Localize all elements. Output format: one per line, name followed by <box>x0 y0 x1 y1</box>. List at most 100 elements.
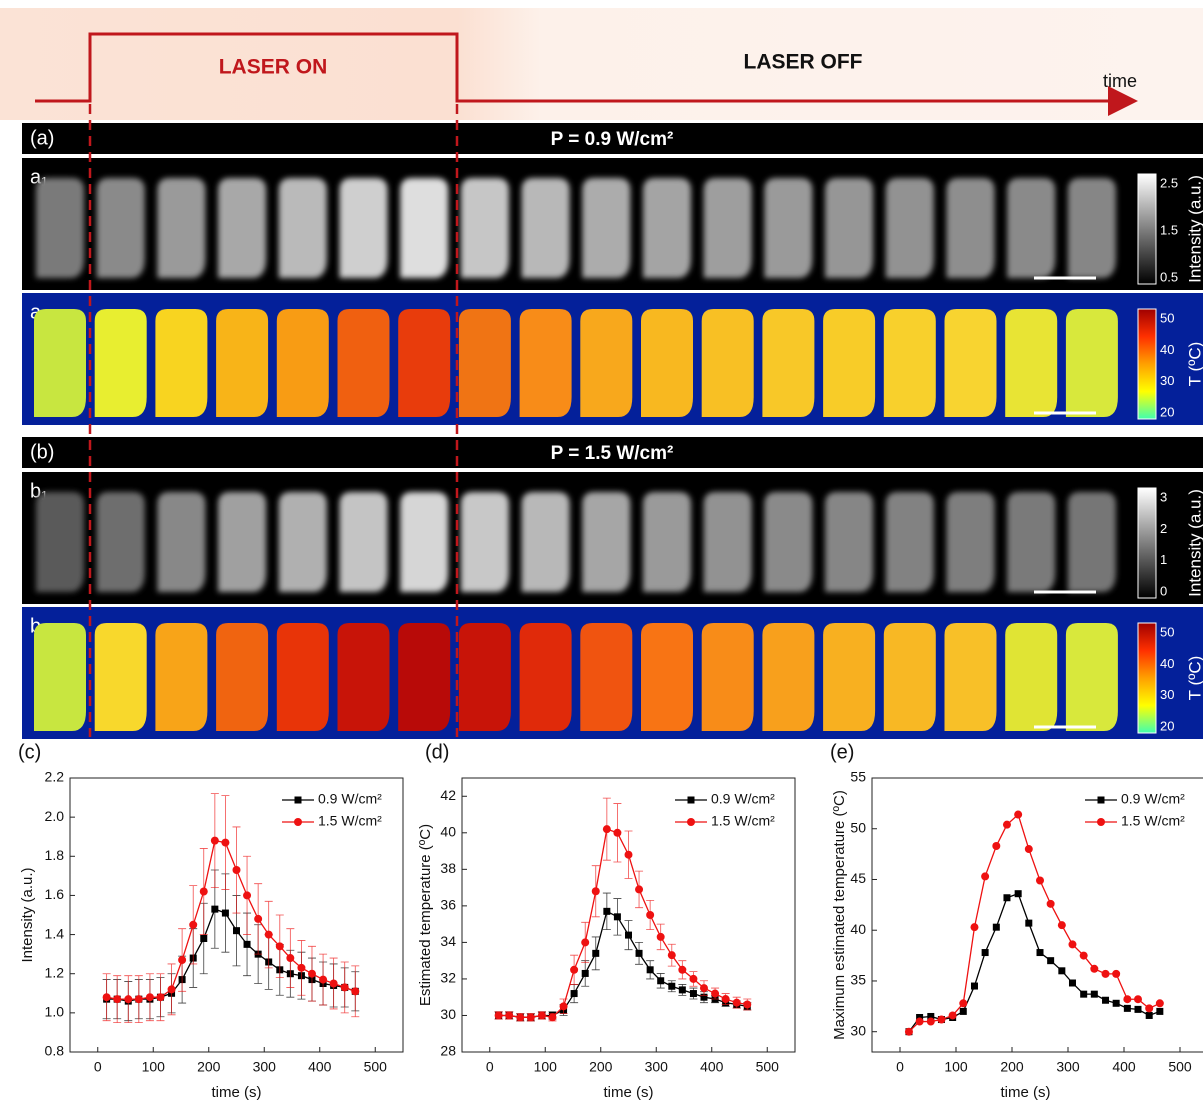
colorbar-tick-label: 2.5 <box>1160 175 1178 190</box>
data-point <box>548 1013 557 1022</box>
data-point <box>199 887 208 896</box>
colorbar <box>1137 622 1157 734</box>
colorbar-tick-label: 0 <box>1160 583 1167 598</box>
data-point <box>537 1011 546 1020</box>
y-tick-label: 32 <box>440 970 456 986</box>
y-tick-label: 1.6 <box>45 886 65 902</box>
thermal-frame <box>276 309 329 417</box>
intensity-frame <box>278 492 327 592</box>
y-tick-label: 34 <box>440 933 456 949</box>
data-point <box>1068 940 1077 949</box>
thermal-frame <box>519 623 572 731</box>
plot-frame <box>871 777 1203 1053</box>
chart-label: (e) <box>830 741 854 763</box>
legend-marker <box>687 796 695 804</box>
panel-header <box>22 123 1203 154</box>
intensity-frame <box>36 178 84 278</box>
x-tick-label: 200 <box>197 1059 221 1075</box>
colorbar-title: Intensity (a.u.) <box>1185 489 1203 597</box>
data-point <box>167 985 176 994</box>
data-point <box>1101 969 1110 978</box>
y-tick-label: 45 <box>850 870 866 886</box>
legend-label: 0.9 W/cm² <box>711 791 775 807</box>
y-tick-label: 38 <box>440 860 456 876</box>
thermal-frame <box>519 309 572 417</box>
data-point <box>189 920 198 929</box>
data-point <box>613 828 622 837</box>
data-point <box>1155 999 1164 1008</box>
data-point <box>625 931 632 939</box>
colorbar-tick-label: 0.5 <box>1160 269 1178 284</box>
panel-power: P = 0.9 W/cm² <box>551 129 674 150</box>
intensity-frame <box>400 178 449 278</box>
x-axis-label: time (s) <box>1001 1084 1051 1101</box>
data-point <box>1014 810 1023 819</box>
x-tick-label: 300 <box>645 1059 669 1075</box>
data-point <box>1036 949 1044 957</box>
intensity-frame <box>157 178 206 278</box>
data-point <box>1079 951 1088 960</box>
thermal-frame <box>701 309 754 417</box>
thermal-frame <box>398 623 451 731</box>
panel-header <box>22 437 1203 468</box>
laser-on-label: LASER ON <box>219 56 328 79</box>
data-point <box>1068 979 1076 987</box>
data-point <box>526 1013 535 1022</box>
thermal-frame <box>701 623 754 731</box>
intensity-frame <box>885 178 934 278</box>
thermal-frame <box>276 623 329 731</box>
thermal-frame <box>1005 623 1058 731</box>
data-point <box>916 1013 924 1021</box>
legend-marker <box>1097 818 1105 826</box>
colorbar-title: T (ºC) <box>1185 656 1203 701</box>
intensity-frame <box>96 492 145 592</box>
thermal-frame <box>458 623 511 731</box>
intensity-frame <box>643 178 691 278</box>
colorbar-tick-label: 30 <box>1160 373 1174 388</box>
x-axis-label: time (s) <box>212 1084 262 1101</box>
data-point <box>340 983 349 992</box>
x-tick-label: 400 <box>308 1059 332 1075</box>
series-line <box>498 828 748 1018</box>
data-point <box>667 951 676 960</box>
y-tick-label: 1.2 <box>45 964 65 980</box>
data-point <box>1112 969 1121 978</box>
colorbar-tick-label: 3 <box>1160 489 1167 504</box>
data-point <box>1102 996 1110 1004</box>
thermal-frame <box>641 623 693 731</box>
data-point <box>1145 1011 1153 1019</box>
legend-label: 0.9 W/cm² <box>1121 791 1185 807</box>
series-line <box>908 892 1161 1033</box>
y-tick-label: 1.8 <box>45 847 65 863</box>
data-point <box>981 949 989 957</box>
thermal-frame <box>883 623 936 731</box>
legend-marker <box>687 818 695 826</box>
thermal-frame <box>1005 309 1058 417</box>
data-point <box>1112 999 1120 1007</box>
thermal-frame <box>883 309 936 417</box>
x-tick-label: 500 <box>756 1059 780 1075</box>
legend-marker <box>294 818 302 826</box>
x-tick-label: 100 <box>142 1059 166 1075</box>
data-point <box>1090 990 1098 998</box>
data-point <box>970 923 979 932</box>
y-tick-label: 2.0 <box>45 808 65 824</box>
data-point <box>329 979 338 988</box>
data-point <box>926 1017 935 1026</box>
intensity-frame <box>460 178 509 278</box>
panel-label: (a) <box>30 127 54 149</box>
data-point <box>494 1011 503 1020</box>
thermal-frame <box>155 623 208 731</box>
y-axis-label: Maximum estimated temperature (ºC) <box>831 790 848 1040</box>
legend-label: 1.5 W/cm² <box>1121 813 1185 829</box>
intensity-frame <box>946 492 995 592</box>
intensity-frame <box>36 492 84 592</box>
colorbar-title: T (ºC) <box>1185 342 1203 387</box>
data-point <box>1134 1005 1142 1013</box>
data-point <box>581 938 590 947</box>
timeline-background <box>0 8 1203 120</box>
data-point <box>1156 1007 1164 1015</box>
y-axis-label: Intensity (a.u.) <box>19 867 36 962</box>
thermal-frame <box>216 309 269 417</box>
